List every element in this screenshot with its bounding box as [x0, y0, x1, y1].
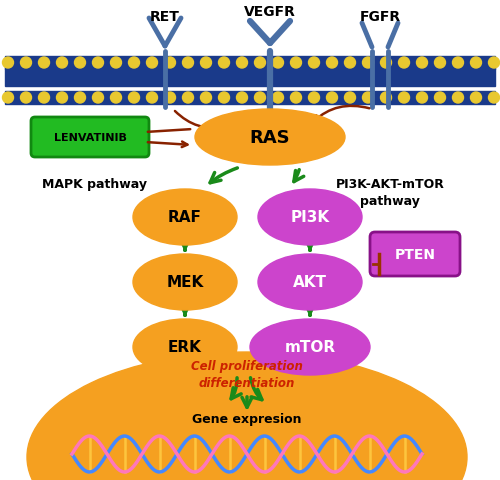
Circle shape	[20, 93, 32, 104]
Circle shape	[470, 93, 482, 104]
Circle shape	[488, 93, 500, 104]
Circle shape	[200, 93, 211, 104]
Circle shape	[146, 93, 158, 104]
Circle shape	[398, 58, 409, 69]
Circle shape	[380, 58, 392, 69]
Ellipse shape	[133, 319, 237, 375]
Circle shape	[74, 93, 86, 104]
Circle shape	[452, 93, 464, 104]
FancyBboxPatch shape	[31, 118, 149, 157]
Circle shape	[398, 93, 409, 104]
Circle shape	[326, 93, 338, 104]
Circle shape	[92, 58, 104, 69]
Circle shape	[128, 93, 140, 104]
Text: RAF: RAF	[168, 210, 202, 225]
Text: MAPK pathway: MAPK pathway	[42, 178, 148, 191]
Circle shape	[200, 58, 211, 69]
Circle shape	[380, 93, 392, 104]
Ellipse shape	[27, 352, 467, 480]
Circle shape	[38, 58, 50, 69]
Circle shape	[56, 58, 68, 69]
Circle shape	[290, 93, 302, 104]
Ellipse shape	[195, 110, 345, 166]
Circle shape	[218, 58, 230, 69]
Ellipse shape	[258, 190, 362, 245]
Circle shape	[236, 93, 248, 104]
Text: Gene expresion: Gene expresion	[192, 413, 302, 426]
Circle shape	[110, 93, 122, 104]
Ellipse shape	[250, 319, 370, 375]
Text: PI3K-AKT-mTOR
pathway: PI3K-AKT-mTOR pathway	[336, 178, 444, 207]
Circle shape	[488, 58, 500, 69]
Text: ERK: ERK	[168, 340, 202, 355]
Circle shape	[182, 58, 194, 69]
Circle shape	[434, 58, 446, 69]
Circle shape	[470, 58, 482, 69]
Circle shape	[38, 93, 50, 104]
Text: RAS: RAS	[250, 129, 290, 147]
Circle shape	[344, 93, 356, 104]
Circle shape	[2, 58, 14, 69]
Circle shape	[272, 93, 283, 104]
Circle shape	[308, 93, 320, 104]
Circle shape	[362, 93, 374, 104]
Circle shape	[56, 93, 68, 104]
Circle shape	[254, 93, 266, 104]
Circle shape	[254, 58, 266, 69]
Circle shape	[128, 58, 140, 69]
Text: RET: RET	[150, 10, 180, 24]
Circle shape	[164, 93, 175, 104]
Text: mTOR: mTOR	[284, 340, 336, 355]
Bar	[5, 57, 495, 70]
Bar	[5, 92, 495, 105]
Circle shape	[164, 58, 175, 69]
Circle shape	[236, 58, 248, 69]
Text: AKT: AKT	[293, 275, 327, 290]
FancyBboxPatch shape	[370, 232, 460, 276]
Circle shape	[272, 58, 283, 69]
Ellipse shape	[258, 254, 362, 311]
Text: PTEN: PTEN	[394, 248, 436, 262]
Text: VEGFR: VEGFR	[244, 5, 296, 19]
Text: FGFR: FGFR	[360, 10, 401, 24]
Circle shape	[434, 93, 446, 104]
Circle shape	[362, 58, 374, 69]
Ellipse shape	[133, 254, 237, 311]
Circle shape	[74, 58, 86, 69]
Circle shape	[416, 58, 428, 69]
Circle shape	[20, 58, 32, 69]
Circle shape	[146, 58, 158, 69]
Circle shape	[2, 93, 14, 104]
Circle shape	[452, 58, 464, 69]
Text: LENVATINIB: LENVATINIB	[54, 133, 127, 143]
Bar	[5, 69, 495, 87]
Text: PI3K: PI3K	[290, 210, 330, 225]
Circle shape	[416, 93, 428, 104]
Circle shape	[290, 58, 302, 69]
Circle shape	[182, 93, 194, 104]
Circle shape	[110, 58, 122, 69]
Circle shape	[308, 58, 320, 69]
Ellipse shape	[133, 190, 237, 245]
Circle shape	[92, 93, 104, 104]
Circle shape	[326, 58, 338, 69]
Circle shape	[218, 93, 230, 104]
Circle shape	[344, 58, 356, 69]
Text: Cell proliferation
differentiation: Cell proliferation differentiation	[191, 359, 303, 389]
Text: MEK: MEK	[166, 275, 203, 290]
